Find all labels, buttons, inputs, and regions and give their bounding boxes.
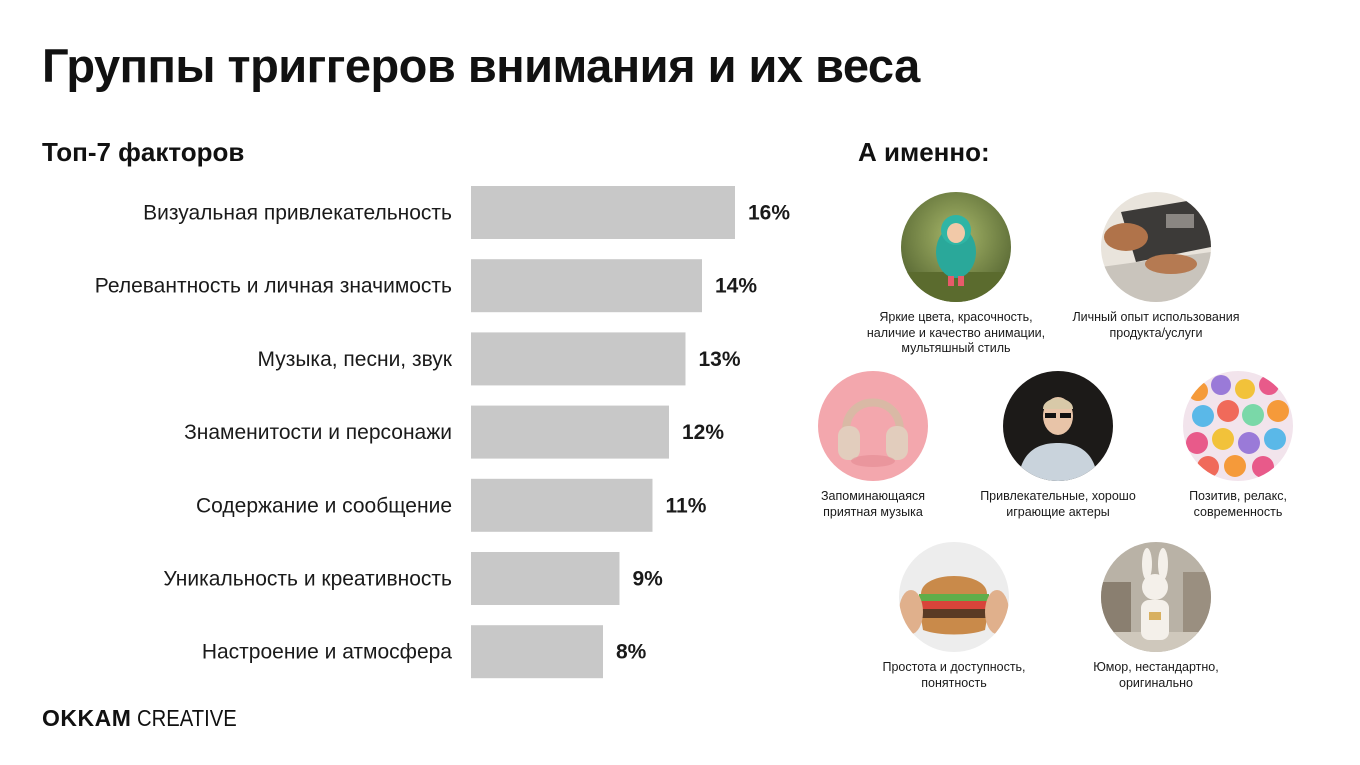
- bar-value-label: 12%: [682, 421, 724, 444]
- bar-label: Содержание и сообщение: [196, 494, 452, 517]
- page-title: Группы триггеров внимания и их веса: [42, 39, 920, 92]
- detail-caption: Привлекательные, хорошо играющие актеры: [980, 489, 1136, 519]
- bar-label: Уникальность и креативность: [163, 568, 452, 591]
- detail-item-bright-colors: Яркие цвета, красочность, наличие и каче…: [856, 192, 1056, 357]
- logo-sub: CREATIVE: [137, 705, 238, 731]
- bar: [471, 405, 669, 459]
- detail-item-actors: Привлекательные, хорошо играющие актеры: [958, 371, 1158, 520]
- bar: [471, 259, 702, 313]
- bar-value-label: 8%: [616, 641, 647, 664]
- chart-heading: Топ-7 факторов: [42, 137, 245, 167]
- detail-caption: Позитив, релакс, современность: [1189, 489, 1287, 519]
- bar-label: Настроение и атмосфера: [202, 641, 452, 664]
- detail-item-positive: Позитив, релакс, современность: [1138, 371, 1338, 520]
- bar-value-label: 11%: [666, 494, 707, 517]
- bar-value-label: 16%: [748, 202, 790, 225]
- detail-item-personal-experience: Личный опыт использования продукта/услуг…: [1056, 192, 1256, 341]
- detail-caption: Яркие цвета, красочность, наличие и каче…: [866, 310, 1046, 355]
- bar-value-label: 14%: [715, 275, 757, 298]
- bar-label: Релевантность и личная значимость: [95, 275, 452, 298]
- burger-photo: [899, 542, 1009, 652]
- detail-item-simplicity: Простота и доступность, понятность: [854, 542, 1054, 691]
- bar: [471, 186, 735, 239]
- details-heading: А именно:: [858, 137, 990, 167]
- colorful-beads-photo: [1183, 371, 1293, 481]
- bar: [471, 552, 620, 605]
- laptop-hands-photo: [1101, 192, 1211, 302]
- bar-label: Музыка, песни, звук: [257, 348, 452, 371]
- detail-caption: Юмор, нестандартно, оригинально: [1093, 660, 1219, 690]
- detail-caption: Личный опыт использования продукта/услуг…: [1072, 310, 1240, 340]
- toy-figure-photo: [901, 192, 1011, 302]
- bar-value-label: 9%: [633, 568, 664, 591]
- bunny-costume-photo: [1101, 542, 1211, 652]
- detail-caption: Запоминающаяся приятная музыка: [820, 489, 926, 519]
- headphones-photo: [818, 371, 928, 481]
- okkam-logo: OKKAM CREATIVE: [42, 705, 251, 732]
- detail-item-music: Запоминающаяся приятная музыка: [773, 371, 973, 520]
- actor-photo: [1003, 371, 1113, 481]
- bar-label: Визуальная привлекательность: [143, 202, 452, 225]
- detail-caption: Простота и доступность, понятность: [882, 660, 1026, 690]
- bar: [471, 478, 653, 532]
- bar-label: Знаменитости и персонажи: [184, 421, 452, 444]
- detail-item-humor: Юмор, нестандартно, оригинально: [1056, 542, 1256, 691]
- bar: [471, 625, 603, 679]
- bar: [471, 332, 686, 386]
- logo-brand: OKKAM: [42, 705, 132, 731]
- bar-value-label: 13%: [699, 348, 741, 371]
